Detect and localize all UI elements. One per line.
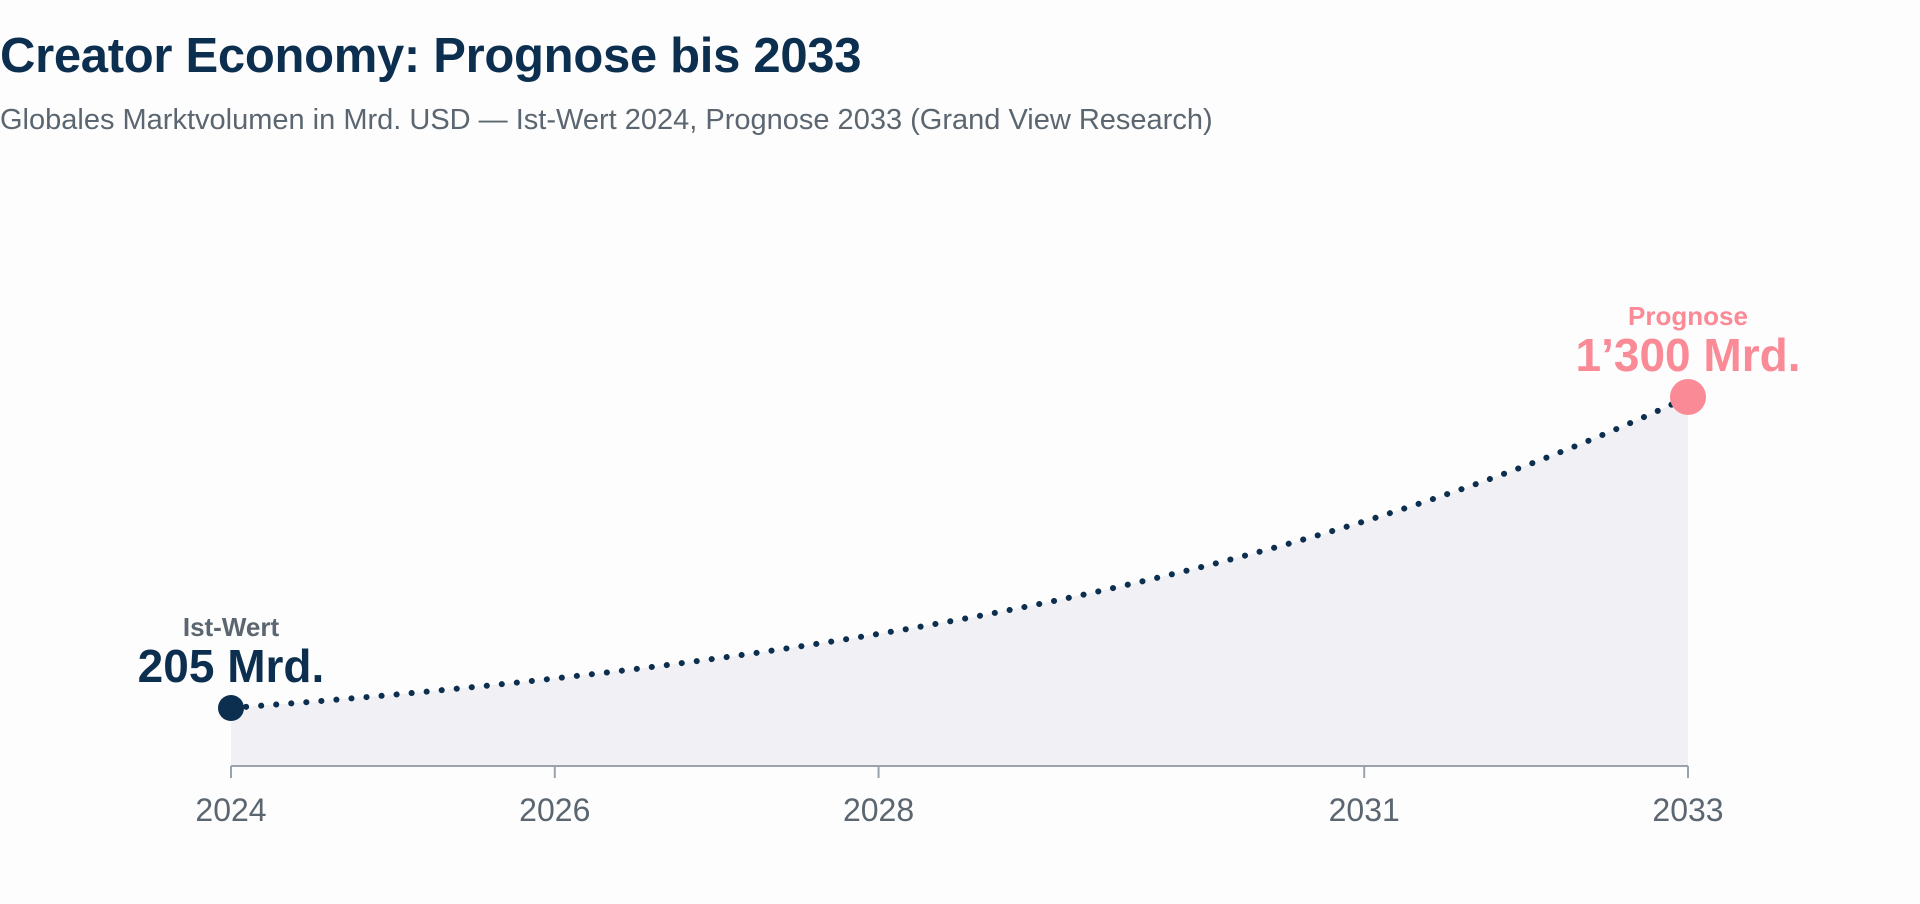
- x-tick-label: 2028: [843, 792, 914, 828]
- x-tick-label: 2026: [519, 792, 590, 828]
- trend-line: [228, 394, 1691, 711]
- actual-value-label: 205 Mrd.: [138, 640, 325, 692]
- x-tick-label: 2033: [1652, 792, 1723, 828]
- forecast-area: [231, 397, 1688, 766]
- actual-label: Ist-Wert: [183, 612, 280, 642]
- chart-subtitle: Globales Marktvolumen in Mrd. USD — Ist-…: [0, 104, 1213, 136]
- chart-title: Creator Economy: Prognose bis 2033: [0, 29, 862, 83]
- x-tick-label: 2031: [1329, 792, 1400, 828]
- x-axis-ticks: 2024 2026 2028 2031 2033: [195, 766, 1724, 828]
- forecast-label: Prognose: [1628, 301, 1748, 331]
- forecast-value-label: 1’300 Mrd.: [1576, 329, 1801, 381]
- actual-point: [218, 695, 244, 721]
- forecast-point: [1670, 379, 1706, 415]
- x-tick-label: 2024: [195, 792, 266, 828]
